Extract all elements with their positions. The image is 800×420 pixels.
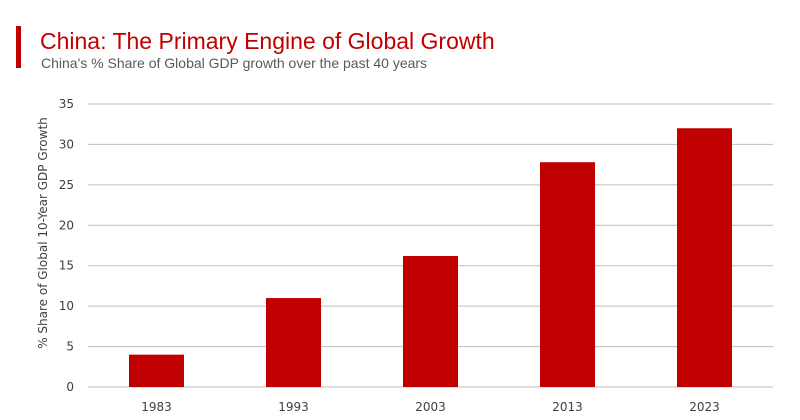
x-tick-label: 2003 bbox=[415, 400, 446, 414]
bar-2013 bbox=[540, 162, 595, 387]
bar-2003 bbox=[403, 256, 458, 387]
bar-2023 bbox=[677, 128, 732, 387]
x-tick-labels: 1983 1993 2003 2013 2023 bbox=[141, 400, 720, 414]
y-axis-label: % Share of Global 10-Year GDP Growth bbox=[36, 117, 50, 349]
y-tick-label: 30 bbox=[59, 137, 74, 151]
x-tick-label: 2013 bbox=[552, 400, 583, 414]
x-tick-label: 1983 bbox=[141, 400, 172, 414]
y-tick-label: 5 bbox=[66, 340, 74, 354]
chart-title: China: The Primary Engine of Global Grow… bbox=[40, 28, 495, 54]
bars bbox=[129, 128, 732, 387]
y-tick-label: 10 bbox=[59, 299, 74, 313]
y-tick-label: 15 bbox=[59, 259, 74, 273]
bar-1983 bbox=[129, 354, 184, 387]
title-accent-bar bbox=[16, 26, 21, 68]
chart-subtitle: China's % Share of Global GDP growth ove… bbox=[41, 55, 428, 71]
x-tick-label: 1993 bbox=[278, 400, 309, 414]
y-tick-label: 25 bbox=[59, 178, 74, 192]
x-tick-label: 2023 bbox=[689, 400, 720, 414]
y-tick-label: 20 bbox=[59, 218, 74, 232]
bar-1993 bbox=[266, 298, 321, 387]
y-tick-labels: 0 5 10 15 20 25 30 35 bbox=[59, 97, 74, 394]
y-tick-label: 35 bbox=[59, 97, 74, 111]
y-tick-label: 0 bbox=[66, 380, 74, 394]
